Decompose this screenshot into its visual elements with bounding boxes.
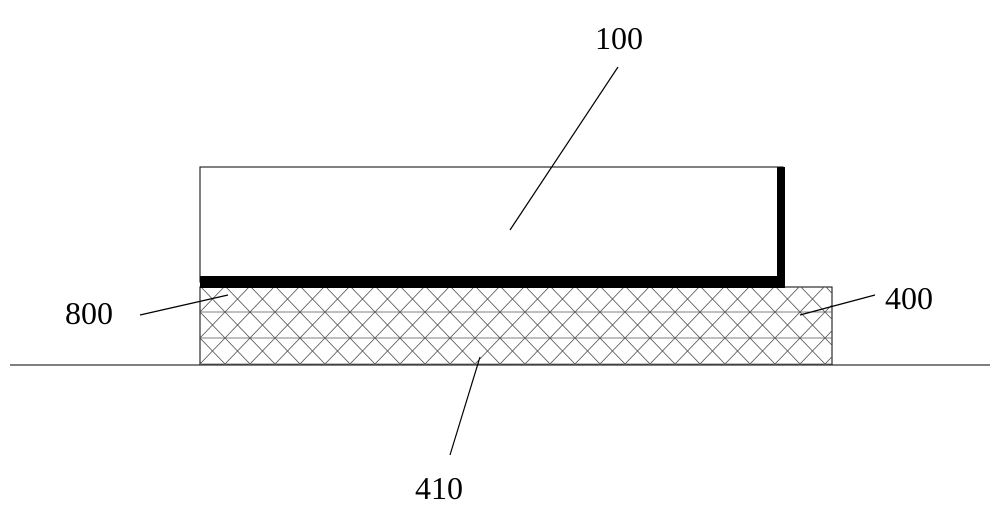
label-400: 400	[885, 280, 933, 317]
thick-right-border	[777, 167, 785, 288]
upper-layer	[200, 167, 785, 288]
label-100: 100	[595, 20, 643, 57]
technical-diagram: 100 400 800 410	[0, 0, 1000, 525]
leader-410	[450, 357, 480, 455]
hatched-layer	[200, 287, 832, 365]
diagram-svg	[0, 0, 1000, 525]
label-800: 800	[65, 295, 113, 332]
label-410: 410	[415, 470, 463, 507]
thick-bottom-border	[200, 276, 783, 288]
